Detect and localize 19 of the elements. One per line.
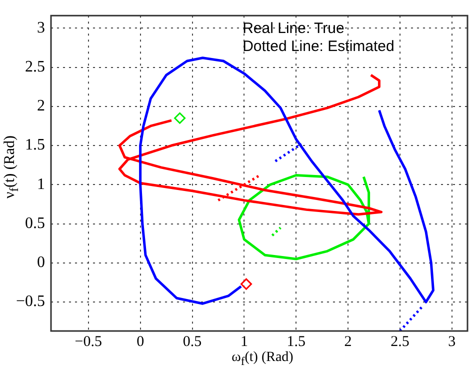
x-tick-label: 2 [344, 334, 352, 350]
y-tick-label: −0.5 [16, 293, 45, 310]
annotation: Dotted Line: Estimated [242, 38, 394, 56]
x-tick-label: 1.5 [286, 334, 306, 350]
x-tick-label: 0.5 [182, 334, 202, 350]
y-tick-label: 2 [37, 98, 45, 115]
x-tick-label: 1 [240, 334, 248, 350]
x-axis-title: ω$_{f}$(t) (Rad) [230, 350, 294, 367]
y-tick-label: 1 [37, 176, 45, 193]
y-tick-label: 2.5 [25, 58, 45, 76]
y-tick-label: 0 [37, 254, 45, 272]
x-tick-label: 0 [136, 334, 144, 350]
x-tick-label: 3 [448, 334, 456, 350]
y-tick-label: 1.5 [25, 136, 45, 154]
x-tick-label: −0.5 [74, 334, 102, 350]
y-tick-label: 0.5 [25, 214, 45, 232]
y-tick-label: 3 [37, 19, 45, 36]
annotation: Real Line: True [242, 20, 344, 38]
x-tick-label: 2.5 [390, 334, 410, 350]
